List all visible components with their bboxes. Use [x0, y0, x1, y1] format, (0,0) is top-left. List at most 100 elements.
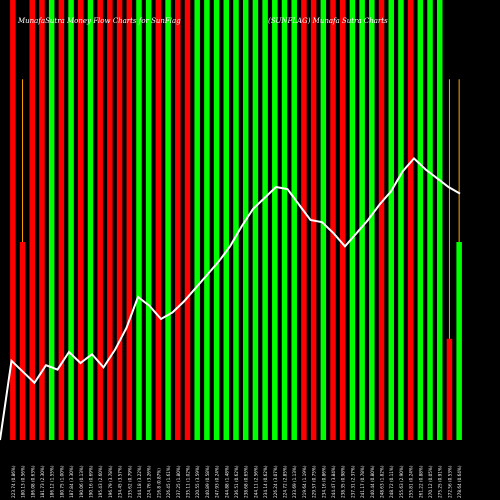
x-tick-label: 238.68 (0.65%)	[244, 465, 249, 498]
bar	[58, 0, 65, 440]
x-tick-label: 235.11 (1.02%)	[185, 465, 190, 498]
x-tick-label: 248.63 (1.82%)	[380, 465, 385, 498]
x-tick-label: 238.35 (0.98%)	[341, 465, 346, 498]
x-tick-label: 255.81 (0.24%)	[409, 465, 414, 498]
x-tick-label: 219.64 (1.19%)	[302, 465, 307, 498]
x-tick-label: 234.16 (0.86%)	[321, 465, 326, 498]
bar	[252, 0, 259, 440]
x-tick-label: 237.31 (2.37%)	[350, 465, 355, 498]
x-tick-label: 233.69 (1.13%)	[292, 465, 297, 498]
bar	[68, 0, 74, 440]
bar	[378, 0, 385, 440]
x-tick-label: 186.12 (1.55%)	[50, 465, 55, 498]
bar	[107, 0, 113, 440]
bar	[446, 338, 453, 440]
x-tick-label: 270.12 (0.05%)	[428, 465, 433, 498]
bar	[213, 0, 220, 440]
x-tick-label: 190.06 (0.13%)	[79, 465, 84, 498]
bar	[272, 0, 278, 440]
bar	[369, 0, 375, 440]
bar	[359, 0, 365, 440]
x-tick-label: 235.62 (0.79%)	[127, 465, 132, 498]
x-tick-label: 224.72 (2.85%)	[283, 465, 288, 498]
bar	[407, 0, 414, 440]
x-tick-label: 247.93 (0.24%)	[215, 465, 220, 498]
x-tick-label: 195.43 (2.60%)	[98, 465, 103, 498]
bar	[233, 0, 239, 440]
x-tick-label: 224.76 (3.26%)	[147, 465, 152, 498]
x-tick-label: 190.16 (0.69%)	[88, 465, 93, 498]
bar	[301, 0, 307, 440]
x-tick-label: 255.63 (2.90%)	[399, 465, 404, 498]
x-tick-label: 240.89 (0.58%)	[205, 465, 210, 498]
bar	[427, 0, 433, 440]
bar	[29, 0, 36, 440]
x-tick-label: 244.88 (1.48%)	[224, 465, 229, 498]
bar	[126, 0, 133, 440]
bar	[388, 0, 394, 440]
bar	[97, 0, 103, 440]
bar	[116, 0, 123, 440]
x-tick-label: 236.51 (0.62%)	[234, 465, 239, 498]
x-tick-label: 186.08 (0.63%)	[30, 465, 35, 498]
bar	[48, 0, 55, 440]
bar	[281, 0, 288, 440]
money-flow-line	[0, 156, 461, 441]
bar	[19, 242, 26, 440]
chart-title-left: MunafaSutra Money Flow Charts for SunFla…	[17, 17, 181, 25]
x-tick-label: 278.64 (0.64%)	[457, 465, 462, 498]
bar	[78, 0, 84, 440]
x-tick-label: 237.25 (1.80%)	[176, 465, 181, 498]
bar	[165, 0, 171, 440]
x-tick-label: 244.11 (2.56%)	[253, 465, 258, 498]
chart-title-right: (SUNFLAG) Munafa Sutra Charts	[268, 17, 388, 25]
x-tick-label: 241.17 (0.78%)	[360, 465, 365, 498]
x-tick-label: 180.75 (1.00%)	[59, 465, 64, 498]
x-tick-label: 244.47 (3.84%)	[331, 465, 336, 498]
bar	[223, 0, 230, 440]
bar	[320, 0, 327, 440]
x-tick-label: 240.44 (0.80%)	[370, 465, 375, 498]
wick-layer	[22, 79, 460, 339]
bar	[10, 0, 16, 440]
x-tick-label: 234.14 (0.62%)	[263, 465, 268, 498]
x-tick-label: 223.74 (0.86%)	[11, 465, 16, 498]
bar	[349, 0, 356, 440]
x-tick-label: 226.24 (3.07%)	[273, 465, 278, 498]
x-tick-label: 220.55 (3.59%)	[195, 465, 200, 498]
bar	[184, 0, 191, 440]
x-tick-label: 196.79 (3.78%)	[108, 465, 113, 498]
x-tick-label: 187.84 (3.30%)	[69, 465, 74, 498]
bar	[155, 0, 162, 440]
bar	[417, 0, 424, 440]
bar	[291, 0, 297, 440]
x-tick-label: 226.45 (1.61%)	[166, 465, 171, 498]
bar	[339, 0, 346, 440]
bars-layer	[10, 0, 462, 440]
bar	[456, 242, 462, 440]
bar	[145, 0, 152, 440]
bar	[194, 0, 200, 440]
x-tick-label: 229.57 (0.75%)	[312, 465, 317, 498]
bar	[136, 0, 142, 440]
x-tick-label: 248.72 (0.11%)	[389, 465, 394, 498]
bar	[175, 0, 181, 440]
bar	[330, 0, 336, 440]
x-tick-labels: 223.74 (0.86%) 180.13 (0.56%) 186.08 (0.63…	[11, 465, 462, 498]
bar	[204, 0, 210, 440]
bar	[436, 0, 443, 440]
x-tick-label: 181.73 (2.30%)	[40, 465, 45, 498]
x-tick-label: 234.45 (3.57%)	[118, 465, 123, 498]
x-tick-label: 272.56 (0.53%)	[447, 465, 452, 498]
bar	[398, 0, 404, 440]
x-tick-label: 275.25 (0.91%)	[438, 465, 443, 498]
x-tick-label: 216.8 (0.87%)	[156, 468, 161, 498]
bar	[39, 0, 45, 440]
x-tick-label: 244.18 (3.22%)	[137, 465, 142, 498]
x-tick-label: 261.22 (0.88%)	[418, 465, 423, 498]
bar	[87, 0, 94, 440]
bar	[262, 0, 268, 440]
x-tick-label: 180.13 (0.56%)	[21, 465, 26, 498]
